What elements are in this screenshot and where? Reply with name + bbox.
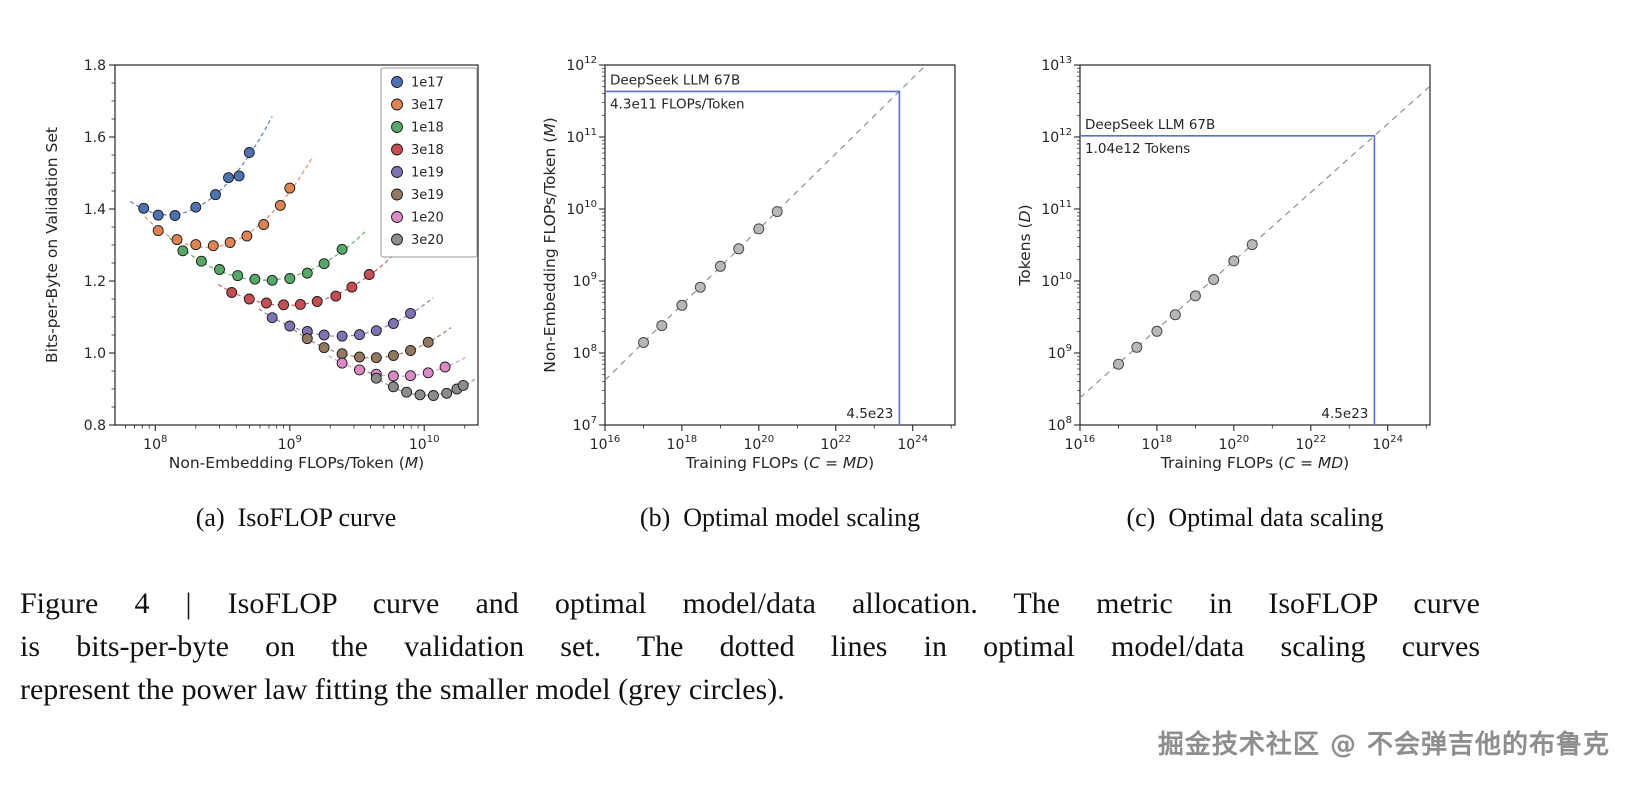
svg-text:109: 109 (1048, 343, 1072, 362)
svg-text:108: 108 (143, 434, 167, 453)
svg-text:4.3e11 FLOPs/Token: 4.3e11 FLOPs/Token (610, 96, 745, 112)
optimal-data-scaling-chart: 1016 1018 1020 1022 1024 108 109 1010 1011 1012 10… (1016, 55, 1431, 472)
svg-text:Bits-per-Byte on Validation Se: Bits-per-Byte on Validation Set (43, 127, 61, 363)
svg-text:108: 108 (1048, 415, 1072, 434)
svg-text:1024: 1024 (897, 434, 928, 453)
svg-text:0.8: 0.8 (84, 418, 106, 434)
svg-text:1e17: 1e17 (411, 76, 444, 91)
subcaption-c-text: Optimal data scaling (1168, 503, 1384, 532)
subcaption-b-tag: (b) (639, 503, 671, 532)
svg-text:DeepSeek LLM 67B: DeepSeek LLM 67B (1085, 117, 1215, 133)
svg-text:Non-Embedding FLOPs/Token (M): Non-Embedding FLOPs/Token (M) (169, 454, 424, 472)
svg-text:DeepSeek LLM 67B: DeepSeek LLM 67B (610, 72, 740, 88)
svg-text:1010: 1010 (409, 434, 440, 453)
svg-text:1010: 1010 (1041, 271, 1072, 290)
subcaption-a-tag: (a) (195, 503, 225, 532)
subcaption-c-tag: (c) (1126, 503, 1156, 532)
svg-text:1.0: 1.0 (84, 346, 106, 362)
subcaption-c: (c) Optimal data scaling (1055, 503, 1455, 533)
svg-text:3e20: 3e20 (411, 233, 444, 248)
svg-text:107: 107 (573, 415, 597, 434)
isoflop-curve-chart: 108 109 1010 0.8 1.0 1.2 1.4 1.6 1.8 1e17 3e17 1e18… (43, 58, 479, 472)
svg-text:1020: 1020 (743, 434, 774, 453)
svg-text:1013: 1013 (1041, 55, 1072, 74)
svg-text:1e20: 1e20 (411, 211, 444, 226)
svg-text:1012: 1012 (1041, 127, 1072, 146)
subcaption-a-text: IsoFLOP curve (237, 503, 397, 532)
svg-text:1010: 1010 (566, 199, 597, 218)
svg-text:Tokens (D): Tokens (D) (1016, 204, 1034, 286)
svg-text:1.04e12 Tokens: 1.04e12 Tokens (1085, 141, 1190, 157)
svg-text:1.8: 1.8 (84, 58, 106, 74)
svg-text:1e18: 1e18 (411, 121, 444, 136)
figure-caption: Figure 4 | IsoFLOP curve and optimal mod… (20, 582, 1480, 712)
svg-text:Non-Embedding FLOPs/Token (M): Non-Embedding FLOPs/Token (M) (541, 117, 559, 372)
svg-text:1.4: 1.4 (84, 202, 106, 218)
svg-text:4.5e23: 4.5e23 (846, 406, 893, 422)
subcaption-b-text: Optimal model scaling (683, 503, 921, 532)
svg-text:109: 109 (278, 434, 302, 453)
svg-text:1018: 1018 (667, 434, 698, 453)
svg-text:109: 109 (573, 271, 597, 290)
svg-text:4.5e23: 4.5e23 (1321, 406, 1368, 422)
svg-text:3e18: 3e18 (411, 143, 444, 158)
svg-text:1016: 1016 (1065, 434, 1096, 453)
figure-caption-line-1: Figure 4 | IsoFLOP curve and optimal mod… (20, 587, 1480, 620)
svg-text:Training FLOPs (C = MD): Training FLOPs (C = MD) (685, 454, 874, 472)
svg-text:1011: 1011 (566, 127, 597, 146)
svg-text:1012: 1012 (566, 55, 597, 74)
svg-text:3e17: 3e17 (411, 98, 444, 113)
svg-text:1018: 1018 (1142, 434, 1173, 453)
svg-text:1022: 1022 (820, 434, 851, 453)
figure-caption-line-2: is bits-per-byte on the validation set. … (20, 630, 1480, 664)
svg-text:108: 108 (573, 343, 597, 362)
subcaption-a: (a) IsoFLOP curve (96, 503, 496, 533)
watermark: 掘金技术社区 @ 不会弹吉他的布鲁克 (1157, 730, 1610, 760)
svg-text:Training FLOPs (C = MD): Training FLOPs (C = MD) (1160, 454, 1349, 472)
svg-text:1016: 1016 (590, 434, 621, 453)
svg-text:1.2: 1.2 (84, 274, 106, 290)
figure-caption-line-3: represent the power law fitting the smal… (20, 673, 785, 707)
svg-text:1e19: 1e19 (411, 166, 444, 181)
optimal-model-scaling-chart: 1016 1018 1020 1022 1024 107 108 109 1010 1011 101… (541, 55, 956, 472)
svg-text:1020: 1020 (1218, 434, 1249, 453)
subcaption-b: (b) Optimal model scaling (580, 503, 980, 533)
svg-text:1024: 1024 (1372, 434, 1403, 453)
svg-text:1.6: 1.6 (84, 130, 106, 146)
svg-text:1022: 1022 (1295, 434, 1326, 453)
svg-text:3e19: 3e19 (411, 188, 444, 203)
svg-text:1011: 1011 (1041, 199, 1072, 218)
